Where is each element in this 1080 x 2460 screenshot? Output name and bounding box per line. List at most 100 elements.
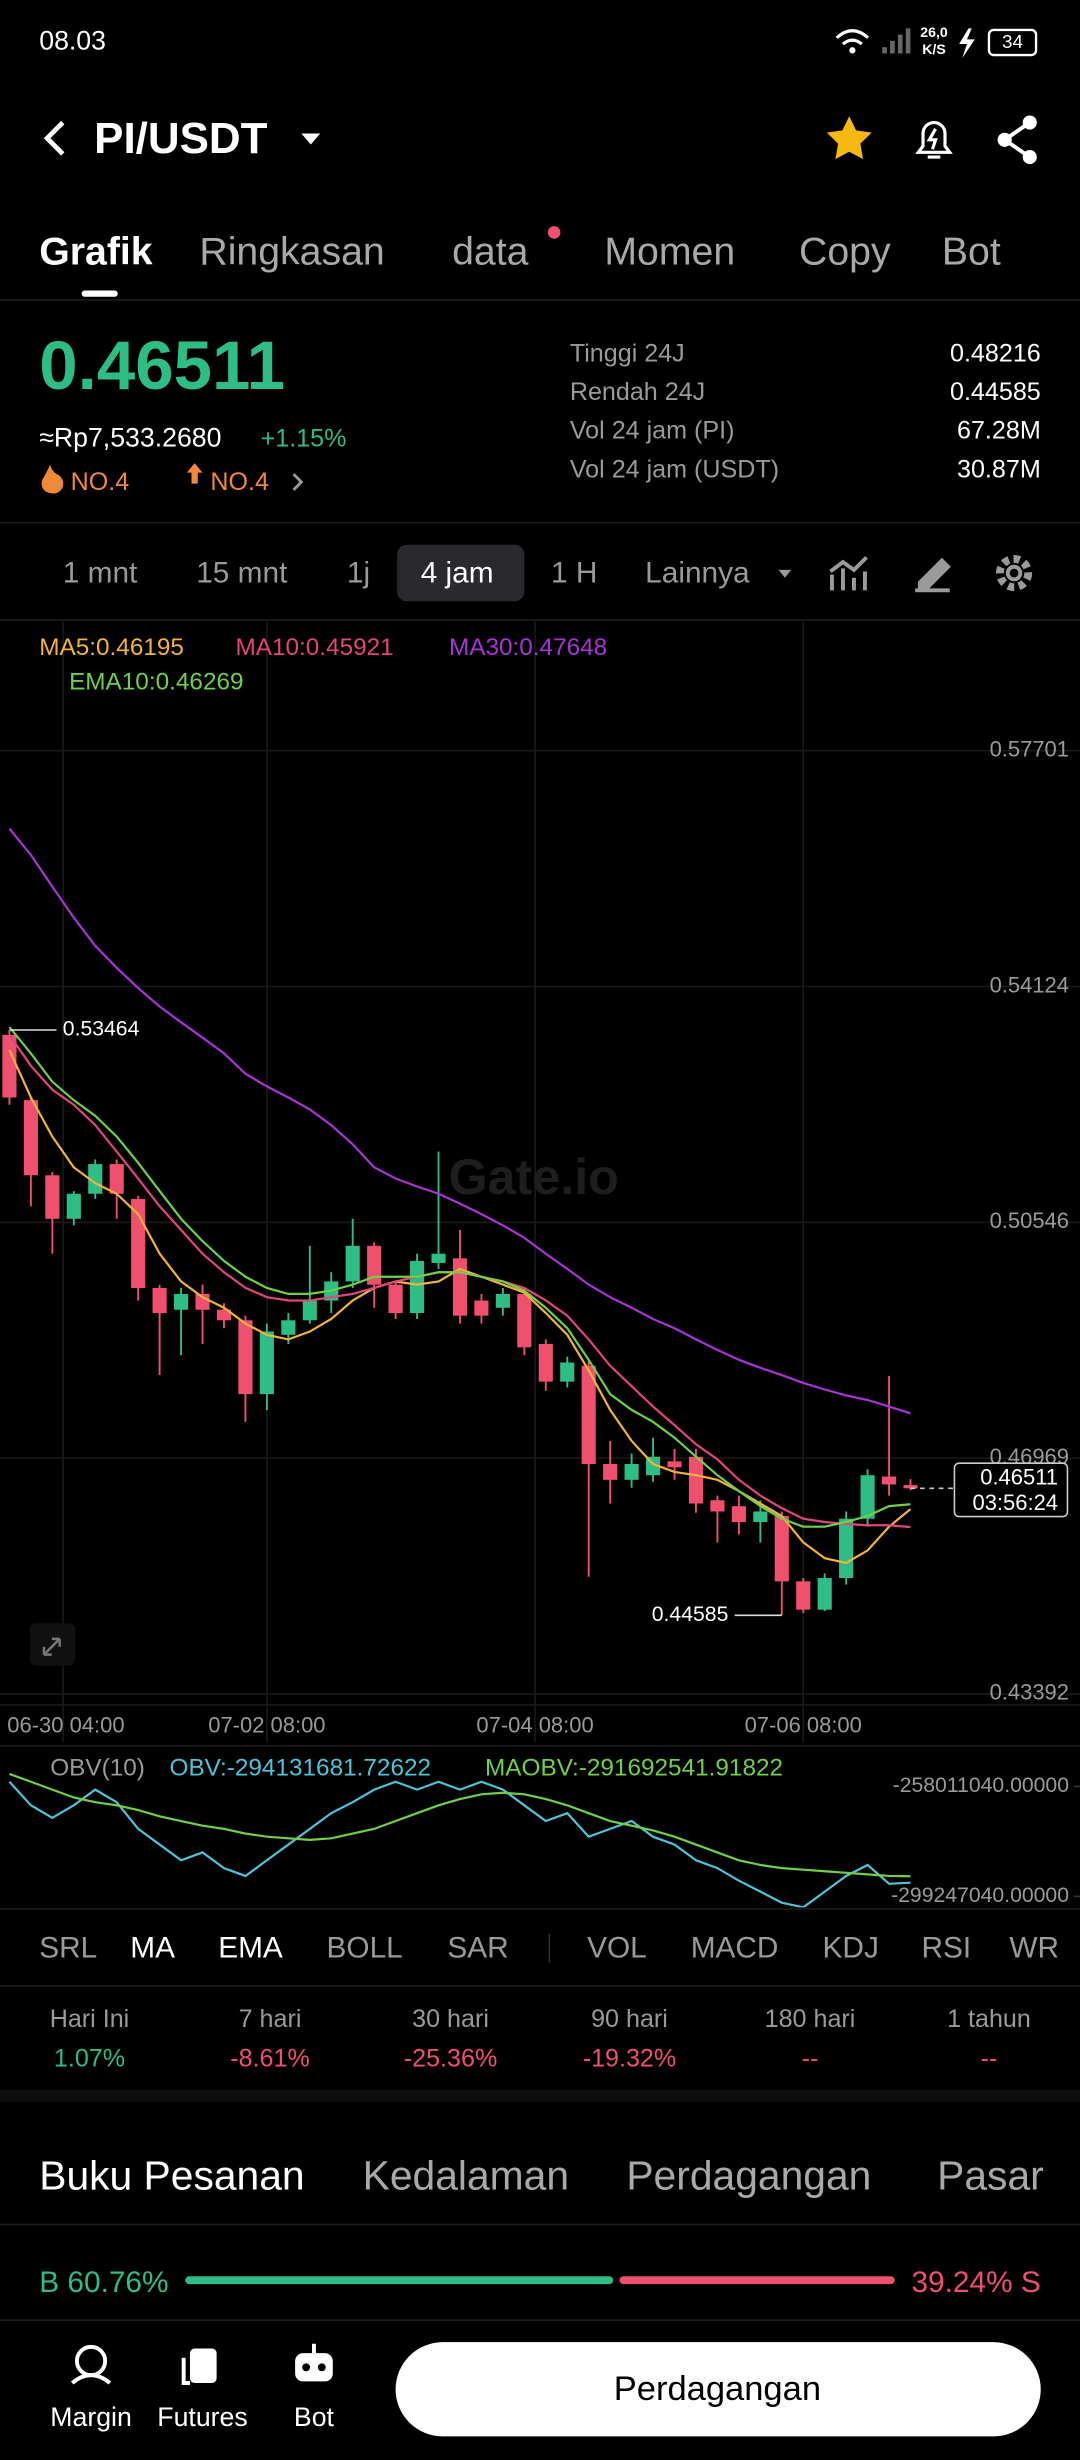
nav-item[interactable]: Margin: [50, 2402, 132, 2432]
interval[interactable]: 1j: [347, 556, 370, 589]
price-chart: 06-30 04:00 07-02 08:00 07-04 08:00 07-06 0…: [0, 621, 1080, 1743]
tab[interactable]: Ringkasan: [199, 230, 384, 274]
obv-line: [8, 1780, 911, 1908]
more-caret: [778, 569, 792, 578]
y-tick-label: 0.43392: [990, 1680, 1069, 1705]
legend-entry: MA5:0.46195: [39, 634, 184, 661]
indicator-tab[interactable]: MA: [130, 1932, 175, 1965]
alert-bell[interactable]: [915, 121, 953, 159]
book-tab[interactable]: Kedalaman: [363, 2153, 569, 2199]
candle-body: [903, 1485, 918, 1489]
indicator-tab[interactable]: EMA: [218, 1932, 283, 1965]
indicator-button[interactable]: [829, 555, 868, 591]
book-tab[interactable]: Pasar: [937, 2153, 1044, 2199]
futures-icon-back: [181, 2357, 190, 2385]
x-tick-label: 07-04 08:00: [476, 1713, 593, 1738]
obv-chart: -299247040.00000 -258011040.00000 OBV(10) O…: [8, 1755, 1080, 1908]
gain-rank[interactable]: NO.4: [210, 468, 269, 496]
book-tabs: Buku Pesanan Kedalaman Perdagangan Pasar: [39, 2153, 1043, 2199]
net-speed-unit: K/S: [922, 41, 946, 57]
candle-body: [109, 1164, 124, 1194]
candle-body: [452, 1258, 468, 1316]
plot-area: [2, 827, 918, 1616]
last-price: 0.46511: [39, 326, 285, 404]
tab[interactable]: Momen: [604, 230, 735, 274]
draw-button[interactable]: [915, 557, 951, 593]
bottom-nav: Margin Futures Bot: [50, 2402, 334, 2432]
margin-icon-base: [70, 2373, 112, 2385]
perf-label: 7 hari: [239, 2005, 302, 2033]
indicator-tab[interactable]: MACD: [691, 1932, 779, 1965]
interval[interactable]: 4 jam: [421, 556, 494, 589]
price-change: +1.15%: [261, 424, 347, 452]
candle-body: [302, 1300, 317, 1321]
indicator-tab[interactable]: VOL: [587, 1932, 647, 1965]
tab[interactable]: Copy: [799, 230, 891, 274]
x-tick-label: 06-30 04:00: [7, 1713, 124, 1738]
nav-item[interactable]: Futures: [157, 2402, 247, 2432]
stat-label: Tinggi 24J: [570, 339, 685, 367]
battery-frame: [987, 28, 1038, 57]
tab[interactable]: Grafik: [39, 230, 153, 274]
interval[interactable]: Lainnya: [645, 556, 750, 589]
nav-item[interactable]: Bot: [294, 2402, 335, 2432]
x-tick-label: 07-06 08:00: [745, 1713, 862, 1738]
pair-title[interactable]: PI/USDT: [94, 114, 267, 163]
candle-body: [817, 1578, 832, 1610]
candle-body: [517, 1293, 532, 1348]
candle-body: [174, 1293, 189, 1310]
order-ratio: B 60.76% 39.24% S: [39, 2266, 1041, 2299]
wifi-dot: [849, 47, 856, 54]
indicator-tab[interactable]: KDJ: [823, 1932, 879, 1965]
indicator-tab[interactable]: BOLL: [327, 1932, 403, 1965]
pair-dropdown[interactable]: [301, 133, 321, 145]
candle-body: [667, 1461, 682, 1468]
indicator-tab[interactable]: SAR: [447, 1932, 508, 1965]
perf-value: 1.07%: [54, 2044, 125, 2072]
trade-button[interactable]: [395, 2342, 1041, 2437]
tab[interactable]: data: [452, 230, 529, 274]
indicator-tab[interactable]: RSI: [921, 1932, 971, 1965]
candle-body: [259, 1331, 274, 1395]
stat-label: Rendah 24J: [570, 378, 705, 406]
candle-body: [474, 1300, 489, 1316]
signal-icon: [882, 28, 911, 54]
legend-entry: EMA10:0.46269: [69, 668, 243, 695]
trade-button-label[interactable]: Perdagangan: [614, 2370, 821, 2408]
interval[interactable]: 1 mnt: [63, 556, 138, 589]
hot-rank[interactable]: NO.4: [71, 468, 130, 496]
perf-label: 30 hari: [412, 2005, 489, 2033]
candle-body: [88, 1164, 103, 1194]
performance-row: Hari Ini 1.07% 7 hari -8.61% 30 hari -25.36% 9…: [50, 2005, 1031, 2072]
rank-more[interactable]: [292, 473, 304, 491]
candle-body: [45, 1175, 60, 1219]
book-tab[interactable]: Perdagangan: [626, 2153, 871, 2199]
tab-badge: [547, 226, 561, 239]
indicator-tab[interactable]: WR: [1009, 1932, 1059, 1965]
sell-bar: [619, 2276, 895, 2285]
legend-entry: OBV:-294131681.72622: [170, 1755, 432, 1782]
tab[interactable]: Bot: [942, 230, 1001, 274]
candle-body: [431, 1253, 446, 1263]
stat-value: 0.44585: [950, 378, 1041, 406]
obv-plot: [8, 1772, 911, 1908]
interval[interactable]: 15 mnt: [196, 556, 288, 589]
obv-tick-label: -258011040.00000: [893, 1774, 1069, 1797]
candle-body: [774, 1516, 789, 1582]
candle-body: [2, 1034, 17, 1098]
legend-entry: MA10:0.45921: [235, 634, 393, 661]
ma-line: [8, 1049, 912, 1565]
settings-button[interactable]: [996, 554, 1033, 592]
book-tab[interactable]: Buku Pesanan: [39, 2153, 304, 2199]
back-button[interactable]: [43, 120, 65, 156]
candle-body: [345, 1245, 360, 1282]
favorite-star[interactable]: [826, 116, 872, 160]
candle-body: [216, 1309, 232, 1321]
share-button[interactable]: [997, 115, 1037, 165]
bot-icon: [295, 2353, 333, 2382]
interval[interactable]: 1 H: [551, 556, 597, 589]
y-tick-label: 0.57701: [990, 737, 1069, 762]
indicator-tab[interactable]: SRL: [39, 1932, 97, 1965]
candle-body: [624, 1464, 639, 1480]
